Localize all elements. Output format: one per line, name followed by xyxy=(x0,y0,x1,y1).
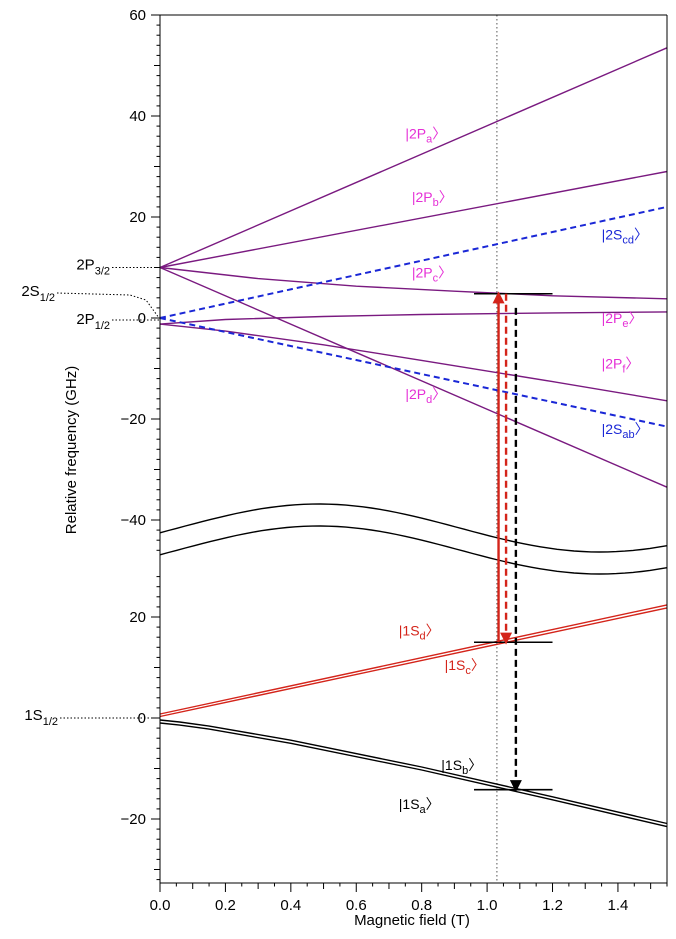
x-tick-label: 0.8 xyxy=(411,897,432,914)
level-label-2P32: 2P3/2 xyxy=(76,257,110,278)
axis-break-band xyxy=(158,503,669,575)
axis-break-curve-lower xyxy=(159,525,668,575)
state-label-text-2Pf: |2Pf〉 xyxy=(602,356,640,376)
state-label-text-2Pb: |2Pb〉 xyxy=(412,189,453,209)
x-tick-label: 1.0 xyxy=(477,897,498,914)
state-label-2Pd: |2Pd〉 xyxy=(405,386,446,406)
series-2Pe xyxy=(159,311,668,325)
state-label-layer: |2Pa〉 |2Pb〉 |2Pc〉 |2Pd〉 |2Pe〉 |2Pf〉 |2Scd〉 |2Sa… xyxy=(21,126,648,816)
state-label-2Pe: |2Pe〉 xyxy=(602,310,643,330)
leader-2S12 xyxy=(56,292,160,319)
state-label-text-1Sd: |1Sd〉 xyxy=(399,623,440,643)
x-tick-label: 1.4 xyxy=(608,897,629,914)
level-label-2P12: 2P1/2 xyxy=(76,311,110,332)
state-label-text-2Pd: |2Pd〉 xyxy=(405,386,446,406)
transition-arrow-layer xyxy=(492,291,522,793)
y-axis-title: Relative frequency (GHz) xyxy=(63,366,80,534)
state-label-1Sa: |1Sa〉 xyxy=(399,796,440,816)
x-tick-label: 1.2 xyxy=(542,897,563,914)
state-label-2Scd: |2Scd〉 xyxy=(602,227,648,247)
state-label-2Pa: |2Pa〉 xyxy=(405,126,446,146)
series-2Pb xyxy=(159,170,668,269)
series-1Sd xyxy=(159,604,668,715)
series-1Sb xyxy=(159,719,668,825)
state-label-text-2Scd: |2Scd〉 xyxy=(602,227,648,247)
state-label-1Sc: |1Sc〉 xyxy=(445,657,485,677)
series-2Pa xyxy=(159,47,668,269)
axis-break-layer xyxy=(158,503,669,575)
y-tick-label-upper: 0 xyxy=(138,310,146,327)
y-tick-label-upper: 40 xyxy=(129,108,146,125)
state-label-2Pc: |2Pc〉 xyxy=(412,265,452,285)
state-label-1Sb: |1Sb〉 xyxy=(441,757,482,777)
state-label-text-1Sa: |1Sa〉 xyxy=(399,796,440,816)
series-2Sab xyxy=(159,317,668,428)
state-label-text-1Sb: |1Sb〉 xyxy=(441,757,482,777)
state-label-text-2Sab: |2Sab〉 xyxy=(602,421,649,441)
state-label-text-1Sc: |1Sc〉 xyxy=(445,657,485,677)
series-1Sc xyxy=(159,607,668,718)
state-label-1Sd: |1Sd〉 xyxy=(399,623,440,643)
y-tick-label-upper: 60 xyxy=(129,7,146,24)
state-label-text-2Pe: |2Pe〉 xyxy=(602,310,643,330)
x-tick-label: 0.4 xyxy=(280,897,301,914)
axis-break-curve-upper xyxy=(159,503,668,553)
series-layer xyxy=(159,47,668,828)
state-label-2Pb: |2Pb〉 xyxy=(412,189,453,209)
y-tick-label-lower: 20 xyxy=(129,609,146,626)
x-axis-title: Magnetic field (T) xyxy=(354,912,470,929)
state-label-2Pf: |2Pf〉 xyxy=(602,356,640,376)
y-tick-label-upper: 20 xyxy=(129,209,146,226)
level-label-1S12: 1S1/2 xyxy=(24,707,58,728)
state-label-text-2Pa: |2Pa〉 xyxy=(405,126,446,146)
y-tick-label-upper: −20 xyxy=(121,411,146,428)
x-tick-label: 0.2 xyxy=(215,897,236,914)
x-tick-label: 0.0 xyxy=(150,897,171,914)
series-2Scd xyxy=(159,205,668,319)
state-label-text-2Pc: |2Pc〉 xyxy=(412,265,452,285)
series-2Pc xyxy=(159,266,668,300)
series-1Sa xyxy=(159,722,668,828)
y-tick-label-upper: −40 xyxy=(121,512,146,529)
x-tick-label: 0.6 xyxy=(346,897,367,914)
y-tick-label-lower: −20 xyxy=(121,811,146,828)
level-label-2S12: 2S1/2 xyxy=(21,283,55,304)
state-label-2Sab: |2Sab〉 xyxy=(602,421,649,441)
series-2Pd xyxy=(159,266,668,488)
